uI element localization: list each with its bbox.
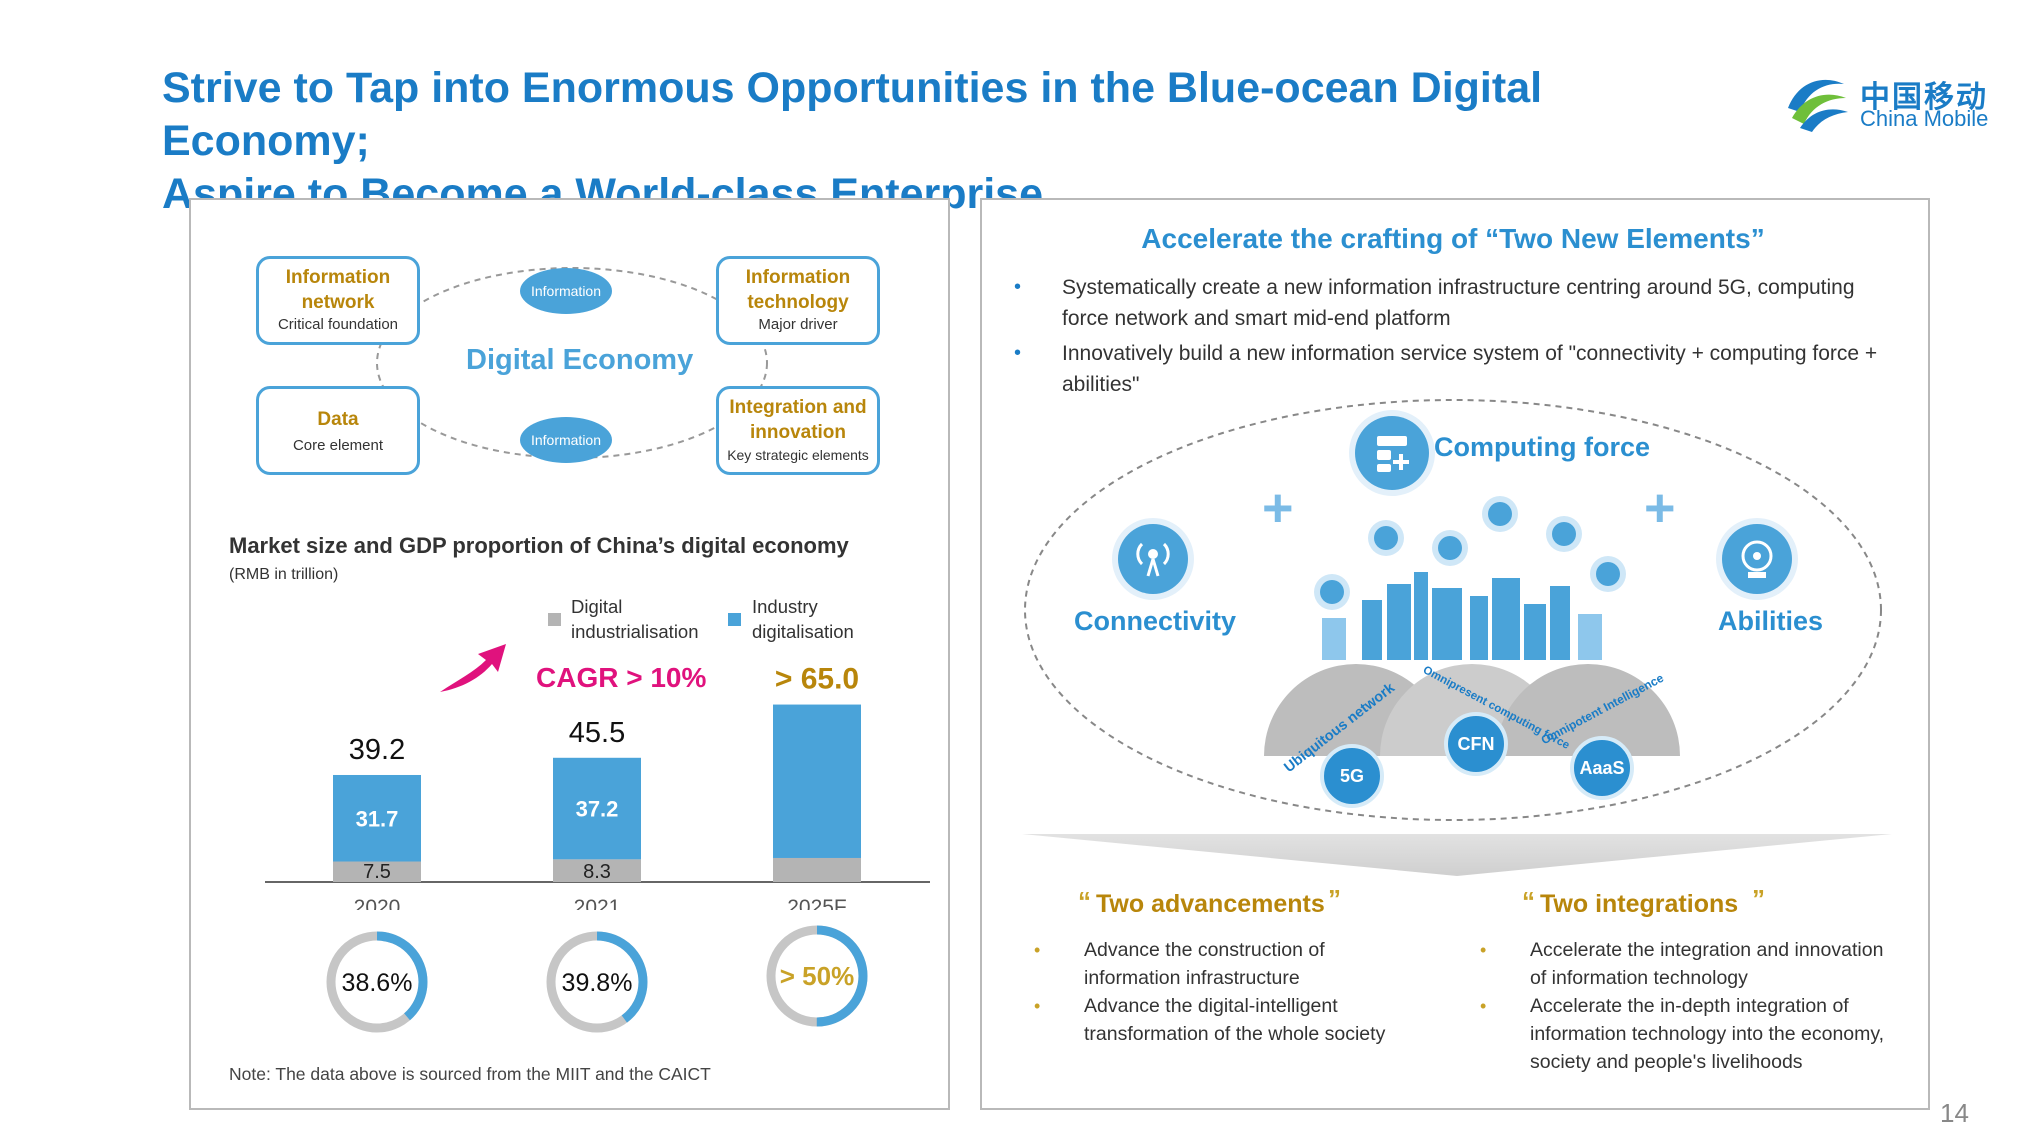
box-title: technology <box>747 292 849 313</box>
data-label-total: 45.5 <box>569 717 625 749</box>
x-tick-label: 2021 <box>574 896 621 910</box>
data-label-industry-digitalisation: 31.7 <box>356 806 399 831</box>
badge-cfn: CFN <box>1444 712 1508 776</box>
computing-force-icon <box>1355 416 1429 490</box>
integration-item-1: Accelerate the integration and innovatio… <box>1530 939 1884 989</box>
box-title: Information <box>745 267 851 288</box>
box-title: innovation <box>749 422 847 443</box>
legend-line: industrialisation <box>571 621 699 642</box>
box-title: network <box>301 292 375 313</box>
x-tick-label: 2025F <box>787 896 847 910</box>
bullet-text-1: Systematically create a new information … <box>1062 276 1855 330</box>
downward-wedge <box>1022 834 1892 876</box>
chart-title: Market size and GDP proportion of China’… <box>229 533 849 558</box>
title-line-1: Strive to Tap into Enormous Opportunitie… <box>162 64 1543 165</box>
city-gears-illustration <box>1264 496 1680 756</box>
plus-icon-right: + <box>1644 478 1676 538</box>
box-information-network: Information network Critical foundation <box>256 256 420 345</box>
bullet-dot: • <box>1034 996 1041 1016</box>
information-oval-top: Information <box>520 268 612 314</box>
box-subtitle: Key strategic elements <box>727 447 869 463</box>
page-number: 14 <box>1940 1098 1969 1128</box>
bullet-text-2: Innovatively build a new information ser… <box>1062 342 1878 396</box>
gdp-proportion-donuts: 38.6% 39.8% > 50% <box>326 925 868 1033</box>
bar-segment-industry-digitalisation <box>553 757 641 860</box>
quote-close-icon: ” <box>1328 884 1341 914</box>
legend-swatch-digital-industrialisation <box>548 613 561 626</box>
bar-segment-industry-digitalisation <box>333 774 421 862</box>
box-data: Data Core element <box>256 386 420 475</box>
china-mobile-logo-icon <box>1788 79 1848 132</box>
quote-open-icon: “ <box>1522 886 1535 916</box>
legend-line: digitalisation <box>752 621 854 642</box>
x-tick-label: 2020 <box>354 896 401 910</box>
legend-line: Industry <box>752 596 818 617</box>
bar-segment-industry-digitalisation <box>773 704 861 858</box>
digital-economy-label: Digital Economy <box>466 344 694 376</box>
bullet-dot: • <box>1480 996 1487 1016</box>
legend-label-digital-industrialisation: Digital industrialisation <box>571 594 699 644</box>
connectivity-icon <box>1118 524 1188 594</box>
badge-aaas: AaaS <box>1570 736 1634 800</box>
box-subtitle: Critical foundation <box>277 316 399 333</box>
donut-arc <box>546 931 648 1033</box>
advancement-item-2: Advance the digital-intelligent transfor… <box>1084 995 1386 1045</box>
donut-arc <box>766 925 868 1027</box>
data-label-total: 39.2 <box>349 734 405 766</box>
cagr-label: CAGR > 10% <box>536 662 707 693</box>
source-note: Note: The data above is sourced from the… <box>229 1064 711 1084</box>
cagr-arrow-icon <box>440 644 506 692</box>
box-subtitle: Major driver <box>758 316 838 333</box>
bar-chart: 7.5 31.7 39.2 2020 8.3 37.2 45.5 2021 > 65.0 2025… <box>265 663 930 910</box>
bullet-dot: • <box>1034 940 1041 960</box>
donut-value-label: 39.8% <box>562 969 633 997</box>
integrations-title: Two integrations <box>1540 890 1739 918</box>
right-heading: Accelerate the crafting of “Two New Elem… <box>1141 223 1765 254</box>
box-subtitle: Core element <box>292 437 384 454</box>
bar-segment-digital-industrialisation <box>333 861 421 882</box>
bullet-dot: • <box>1480 940 1487 960</box>
box-title: Data <box>317 409 359 430</box>
legend-line: Digital <box>571 596 623 617</box>
logo-english-text: China Mobile <box>1860 106 1989 131</box>
quote-close-icon: ” <box>1752 884 1765 914</box>
legend-swatch-industry-digitalisation <box>728 613 741 626</box>
advancements-title: Two advancements <box>1096 890 1325 918</box>
abilities-icon <box>1722 524 1792 594</box>
legend-label-industry-digitalisation: Industry digitalisation <box>752 594 854 644</box>
box-integration-innovation: Integration and innovation Key strategic… <box>716 386 880 475</box>
data-label-total: > 65.0 <box>775 663 859 696</box>
data-label-industry-digitalisation: 37.2 <box>576 797 619 822</box>
chart-unit: (RMB in trillion) <box>229 566 339 583</box>
data-label-digital-industrialisation: 7.5 <box>363 861 391 883</box>
bar-segment-digital-industrialisation <box>553 859 641 882</box>
abilities-label: Abilities <box>1718 606 1824 636</box>
left-panel <box>189 198 950 1110</box>
advancement-item-1: Advance the construction of information … <box>1084 939 1325 989</box>
plus-icon-left: + <box>1262 478 1294 538</box>
data-label-digital-industrialisation: 8.3 <box>583 861 611 883</box>
quote-open-icon: “ <box>1078 886 1091 916</box>
badge-5g: 5G <box>1320 744 1384 808</box>
capability-oval <box>1024 399 1882 821</box>
bullet-dot: • <box>1014 276 1022 298</box>
computing-force-label: Computing force <box>1434 432 1650 462</box>
bullet-dot: • <box>1014 342 1022 364</box>
donut-arc <box>326 931 428 1033</box>
donut-value-label: > 50% <box>780 961 854 991</box>
donut-value-label: 38.6% <box>342 969 413 997</box>
box-title: Information <box>285 267 391 288</box>
bar-segment-digital-industrialisation <box>773 857 861 882</box>
connectivity-label: Connectivity <box>1074 606 1237 636</box>
information-oval-bottom: Information <box>520 417 612 463</box>
box-information-technology: Information technology Major driver <box>716 256 880 345</box>
logo-chinese-text: 中国移动 <box>1860 81 1988 114</box>
integration-item-2: Accelerate the in-depth integration of i… <box>1530 995 1885 1073</box>
box-title: Integration and <box>729 397 867 418</box>
